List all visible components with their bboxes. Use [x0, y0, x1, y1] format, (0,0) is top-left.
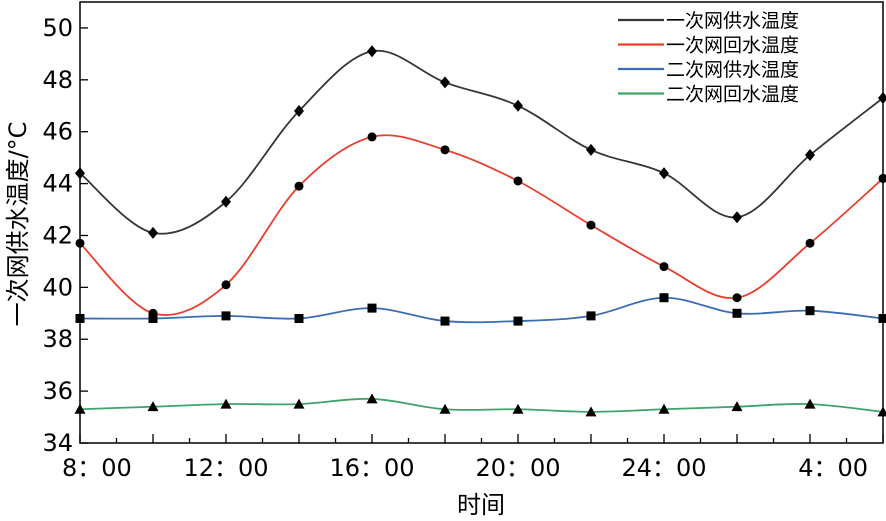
data-point: [878, 173, 886, 183]
data-point: [367, 132, 377, 142]
x-tick-label: 16：00: [329, 454, 414, 482]
data-point: [75, 313, 85, 323]
data-point: [221, 280, 231, 290]
legend-label: 一次网供水温度: [666, 10, 799, 32]
data-point: [585, 406, 597, 417]
data-point: [220, 398, 232, 409]
y-tick-label: 50: [42, 14, 73, 42]
data-point: [659, 167, 669, 180]
data-point: [512, 403, 524, 414]
data-point: [367, 45, 377, 58]
y-tick-label: 48: [42, 66, 73, 94]
data-point: [513, 316, 523, 326]
data-point: [659, 293, 669, 303]
data-point: [732, 211, 742, 224]
y-tick-label: 36: [42, 377, 73, 405]
data-point: [75, 167, 85, 180]
data-point: [440, 76, 450, 89]
data-point: [440, 316, 450, 326]
data-point: [221, 311, 231, 321]
data-point: [147, 401, 159, 412]
data-point: [367, 303, 377, 313]
data-point: [805, 306, 815, 316]
data-point: [878, 91, 886, 104]
data-point: [805, 149, 815, 162]
data-point: [878, 313, 886, 323]
series-4: [74, 393, 886, 417]
data-point: [75, 238, 85, 248]
y-axis-title: 一次网供水温度/°C: [4, 122, 32, 327]
data-point: [805, 238, 815, 248]
y-axis: 34 36 38 40 42 44 46 48 50: [42, 14, 88, 457]
series-line: [79, 134, 884, 316]
x-tick-label: 4：00: [798, 454, 868, 482]
y-tick-label: 46: [42, 118, 73, 146]
legend-label: 二次网回水温度: [666, 84, 799, 106]
x-tick-label: 24：00: [621, 454, 706, 482]
x-tick-label: 20：00: [475, 454, 560, 482]
series-line: [79, 296, 884, 324]
legend-label: 一次网回水温度: [666, 35, 799, 57]
y-tick-label: 42: [42, 221, 73, 249]
data-point: [294, 181, 304, 191]
data-point: [732, 293, 742, 303]
data-point: [440, 145, 450, 155]
data-point: [586, 143, 596, 156]
series-1: [75, 45, 886, 239]
data-point: [221, 195, 231, 208]
x-tick-label: 12：00: [183, 454, 268, 482]
y-tick-label: 38: [42, 325, 73, 353]
data-point: [731, 401, 743, 412]
x-tick-label: 8：00: [62, 454, 132, 482]
data-point: [659, 262, 669, 272]
data-point: [513, 99, 523, 112]
series-layer: [74, 45, 886, 417]
legend-label: 二次网供水温度: [666, 59, 799, 81]
series-2: [75, 132, 886, 318]
series-line: [79, 397, 884, 413]
data-point: [804, 398, 816, 409]
data-point: [658, 403, 670, 414]
series-line: [79, 49, 884, 235]
y-tick-label: 44: [42, 170, 73, 198]
y-tick-label: 40: [42, 273, 73, 301]
data-point: [732, 308, 742, 318]
data-point: [439, 403, 451, 414]
data-point: [366, 393, 378, 404]
data-point: [148, 313, 158, 323]
data-point: [294, 104, 304, 117]
data-point: [586, 311, 596, 321]
data-point: [148, 226, 158, 239]
data-point: [586, 220, 596, 230]
data-point: [74, 403, 86, 414]
x-axis: 8：00 12：00 16：00 20：00 24：00 4：00: [62, 434, 884, 482]
series-3: [75, 293, 886, 326]
y-tick-label: 34: [42, 429, 73, 457]
x-axis-title: 时间: [457, 491, 505, 519]
data-point: [877, 406, 886, 417]
data-point: [293, 398, 305, 409]
data-point: [294, 313, 304, 323]
data-point: [513, 176, 523, 186]
